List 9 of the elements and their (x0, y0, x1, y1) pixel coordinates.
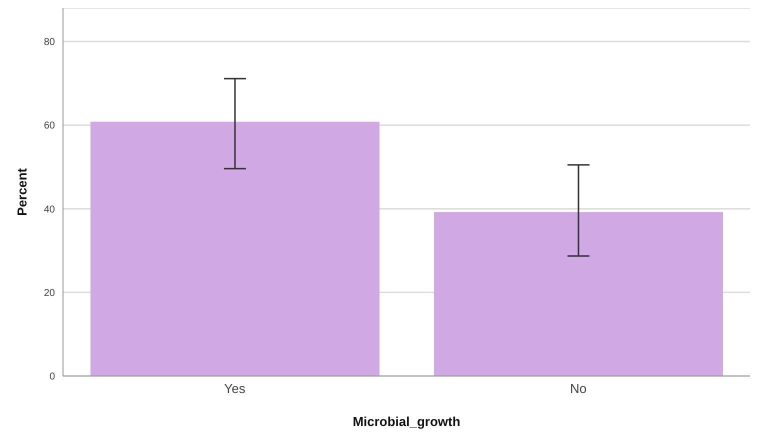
y-tick-label: 60 (44, 120, 56, 132)
y-tick-label: 0 (49, 372, 56, 383)
y-tick-label: 80 (44, 37, 56, 48)
x-tick-label: No (570, 381, 587, 396)
y-axis-title: Percent (14, 167, 30, 216)
x-axis-title: Microbial_growth (352, 414, 460, 429)
y-tick-label: 20 (44, 288, 56, 299)
x-tick-label: Yes (224, 381, 246, 396)
y-tick-label: 40 (44, 204, 56, 216)
